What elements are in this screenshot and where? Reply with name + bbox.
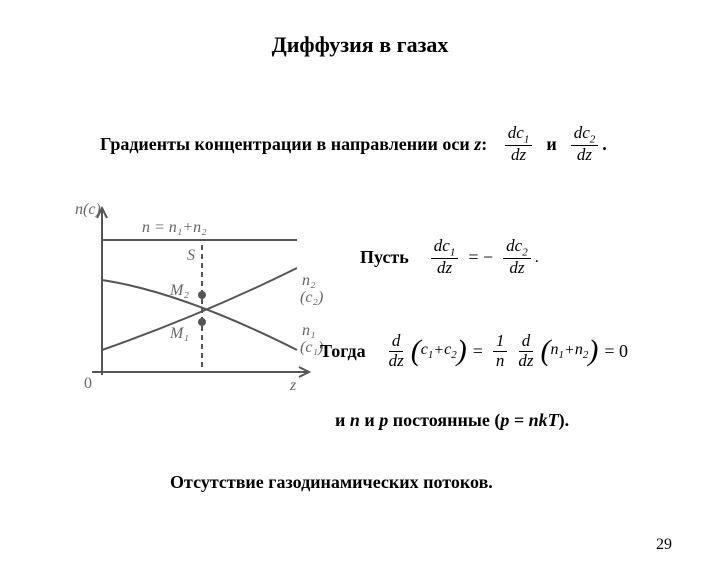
page-number: 29 xyxy=(656,536,672,554)
plus-2: + xyxy=(564,342,575,360)
gradient-text: Градиенты концентрации в направлении оси… xyxy=(100,134,487,155)
frac-dc1dz-2: dc1 dz xyxy=(431,237,459,278)
eq-1: = xyxy=(473,341,483,362)
top-curve-label: n = n₁+n₂ xyxy=(142,219,207,236)
n1-label: n₁ xyxy=(302,322,316,339)
c1-term: c1 xyxy=(421,341,434,361)
frac-dc1dz-1: dc1 dz xyxy=(505,124,533,165)
m2-label: M₂ xyxy=(169,282,189,299)
lparen-1: ( xyxy=(411,339,421,363)
concentration-graph: n(c) z 0 n = n₁+n₂ S M₂ M₁ n₂ (c₂) n₁ (c… xyxy=(72,200,332,400)
frac-ddz-1: d dz xyxy=(386,332,407,370)
rparen-1: ) xyxy=(457,339,467,363)
period-1: . xyxy=(602,134,607,155)
period-2: . xyxy=(535,249,539,267)
plus-1: + xyxy=(433,342,444,360)
eq-minus: = − xyxy=(468,247,493,268)
page-title: Диффузия в газах xyxy=(0,32,720,58)
n2-term: n2 xyxy=(575,341,589,361)
axis-y-label: n(c) xyxy=(75,201,101,218)
togda-equation: Тогда d dz ( c1 + c2 ) = 1 n d dz ( n1 +… xyxy=(320,332,634,370)
c2-term: c2 xyxy=(444,341,457,361)
conclusion-line: и n и p постоянные (p = nkT). xyxy=(335,410,569,431)
lparen-2: ( xyxy=(541,339,551,363)
m1-label: M₁ xyxy=(169,325,189,342)
gradient-line: Градиенты концентрации в направлении оси… xyxy=(100,124,607,165)
pust-equation: Пусть dc1 dz = − dc2 dz . xyxy=(360,237,539,278)
n2-label: n₂ xyxy=(302,272,316,289)
origin-label: 0 xyxy=(84,375,92,392)
togda-label: Тогда xyxy=(320,341,366,362)
eq-zero: = 0 xyxy=(604,341,628,362)
s-label: S xyxy=(187,247,195,264)
and-text: и xyxy=(546,134,556,155)
absence-line: Отсутствие газодинамических потоков. xyxy=(170,472,493,493)
rparen-2: ) xyxy=(588,339,598,363)
frac-dc2dz-1: dc2 dz xyxy=(571,124,599,165)
axis-x-label: z xyxy=(289,377,297,394)
frac-dc2dz-2: dc2 dz xyxy=(503,237,531,278)
c2-label: (c₂) xyxy=(300,289,323,306)
pust-label: Пусть xyxy=(360,247,409,268)
n1-term: n1 xyxy=(551,341,565,361)
frac-1n: 1 n xyxy=(493,332,508,370)
frac-ddz-2: d dz xyxy=(515,332,536,370)
